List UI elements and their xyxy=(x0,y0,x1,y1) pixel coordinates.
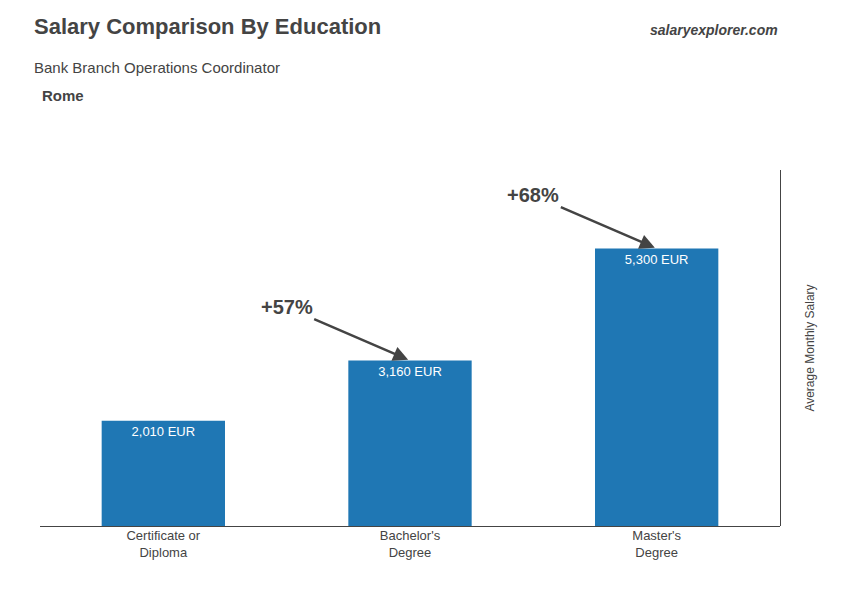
svg-text:+57%: +57% xyxy=(261,296,313,318)
svg-text:salaryexplorer.com: salaryexplorer.com xyxy=(650,22,778,38)
svg-text:Master'sDegree: Master'sDegree xyxy=(632,528,681,560)
svg-text:5,300 EUR: 5,300 EUR xyxy=(625,252,689,267)
svg-text:Certificate orDiploma: Certificate orDiploma xyxy=(126,528,200,560)
svg-text:2,010 EUR: 2,010 EUR xyxy=(132,424,196,439)
svg-text:Rome: Rome xyxy=(42,87,84,104)
svg-text:Bachelor'sDegree: Bachelor'sDegree xyxy=(380,528,441,560)
svg-text:Average Monthly Salary: Average Monthly Salary xyxy=(803,284,817,411)
svg-text:+68%: +68% xyxy=(507,184,559,206)
svg-text:Bank Branch Operations Coordin: Bank Branch Operations Coordinator xyxy=(34,59,280,76)
svg-text:Salary Comparison By Education: Salary Comparison By Education xyxy=(34,14,381,39)
svg-text:3,160 EUR: 3,160 EUR xyxy=(378,364,442,379)
